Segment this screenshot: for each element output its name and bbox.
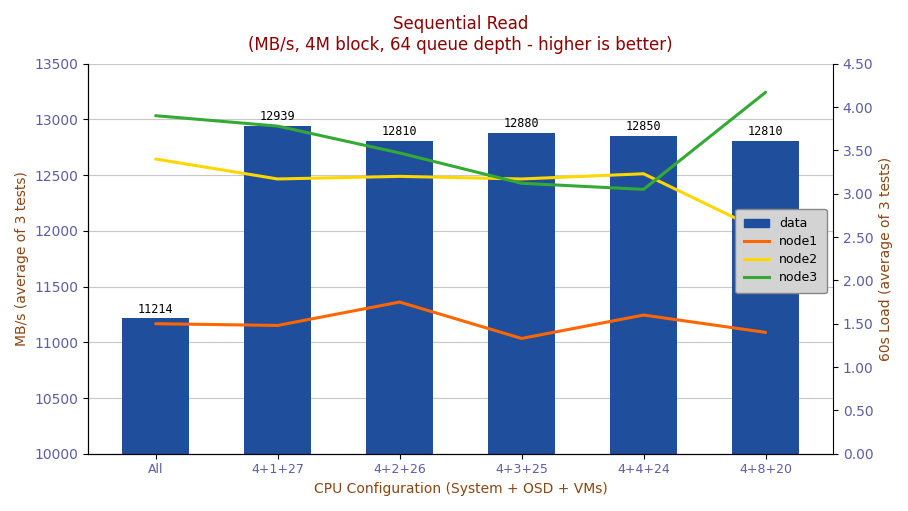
Title: Sequential Read
(MB/s, 4M block, 64 queue depth - higher is better): Sequential Read (MB/s, 4M block, 64 queu… bbox=[248, 15, 673, 54]
Bar bbox=[610, 136, 677, 511]
Bar bbox=[732, 141, 799, 511]
Text: 11214: 11214 bbox=[138, 303, 173, 316]
Bar bbox=[123, 318, 189, 511]
Text: 12810: 12810 bbox=[748, 125, 784, 138]
Bar bbox=[366, 141, 433, 511]
Y-axis label: 60s Load (average of 3 tests): 60s Load (average of 3 tests) bbox=[879, 157, 893, 361]
Text: 12880: 12880 bbox=[504, 117, 539, 130]
Bar bbox=[244, 126, 311, 511]
Y-axis label: MB/s (average of 3 tests): MB/s (average of 3 tests) bbox=[15, 171, 29, 346]
Bar bbox=[489, 133, 555, 511]
Text: 12939: 12939 bbox=[260, 110, 295, 124]
X-axis label: CPU Configuration (System + OSD + VMs): CPU Configuration (System + OSD + VMs) bbox=[314, 482, 607, 496]
Text: 12810: 12810 bbox=[382, 125, 418, 138]
Legend: data, node1, node2, node3: data, node1, node2, node3 bbox=[735, 208, 826, 293]
Text: 12850: 12850 bbox=[626, 120, 661, 133]
